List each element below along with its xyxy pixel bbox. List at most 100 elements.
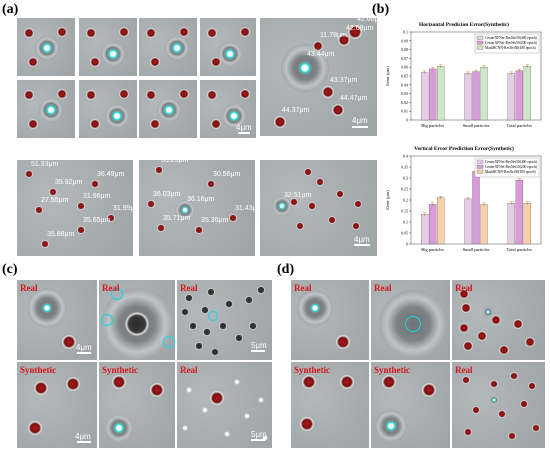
y-tick-label: 0.09 — [401, 38, 408, 43]
legend-swatch — [476, 159, 484, 164]
scale-bar — [238, 132, 250, 134]
particle — [308, 202, 316, 210]
particle-size-label: 36.03μm — [153, 191, 181, 198]
legend-swatch — [476, 40, 484, 45]
particle — [107, 214, 115, 222]
particle — [304, 168, 312, 176]
y-tick-label: 0 — [406, 242, 408, 247]
x-tick-label: Big particles — [421, 247, 444, 252]
particle — [472, 406, 480, 414]
d-tile-1: Real — [291, 280, 369, 360]
x-tick-label: Small particles — [463, 123, 490, 128]
particle — [464, 428, 472, 436]
y-tick-label: 0.15 — [401, 209, 408, 214]
scale-text: 5μm — [251, 430, 267, 439]
microscopy-bottom-tile-1: 51.93μm 35.92μm 36.49μm 27.55μm 31.96μm 31.99… — [17, 160, 133, 256]
particle — [40, 41, 54, 55]
microscopy-bottom-tile-3: 32.51μm 4μm — [260, 160, 377, 256]
particle — [207, 28, 217, 38]
d-tile-3: Real — [452, 280, 545, 360]
scale-bar — [251, 439, 265, 441]
particle-size-label: 35.92μm — [55, 179, 83, 186]
particle — [508, 432, 516, 440]
bar — [480, 204, 488, 245]
particle-size-label: 35.65μm — [83, 217, 111, 224]
c-tile-5: Synthetic — [99, 362, 175, 448]
microscopy-small-tile: 4μm — [200, 80, 256, 138]
d-tile-4: Synthetic — [291, 362, 369, 448]
particle — [258, 397, 264, 403]
particle — [532, 424, 540, 432]
particle — [249, 322, 257, 330]
particle — [180, 205, 190, 215]
particle — [274, 116, 286, 128]
bar — [507, 73, 515, 121]
y-tick-label: 0.3 — [403, 176, 408, 181]
particle — [309, 302, 321, 314]
legend-entry: CenterXFNet-ResNet50(200 epoch) — [485, 41, 538, 45]
legend-swatch — [476, 35, 484, 40]
particle — [382, 375, 396, 389]
legend-swatch — [476, 169, 484, 174]
chart-horizontal-error: Horizontal Predicion Error(Synthetic) 0 0.… — [383, 18, 545, 136]
panel-label-b: (b) — [372, 2, 390, 17]
label-real: Real — [374, 283, 392, 293]
particle — [150, 119, 160, 129]
y-axis-label: Error (μm) — [385, 66, 390, 86]
label-real: Real — [455, 283, 473, 293]
particle — [86, 90, 96, 100]
c-tile-6: Real 5μm — [177, 362, 272, 448]
particle — [354, 200, 362, 208]
particle — [201, 306, 209, 314]
particle — [245, 296, 253, 304]
particle — [229, 214, 237, 222]
label-real: Real — [294, 283, 312, 293]
particle — [125, 312, 149, 336]
particle — [90, 57, 100, 67]
particle-size-label: 44.37μm — [282, 107, 310, 114]
particle — [352, 222, 360, 230]
particle-size-label: 43.37μm — [330, 77, 358, 84]
particle — [203, 328, 211, 336]
particle — [186, 387, 192, 393]
particle — [240, 89, 250, 99]
legend-entry: MaskRCNN-ResNet50(200 epoch) — [485, 46, 536, 50]
y-tick-label: 0.06 — [401, 65, 408, 70]
legend-entry: CenterXFNet-ResNet50(400 epoch) — [485, 36, 538, 40]
legend-entry: MaskRCNN-ResNet50(200 epoch) — [485, 170, 536, 174]
particle — [77, 202, 85, 210]
scale-bar — [354, 244, 370, 246]
particle — [328, 216, 336, 224]
particle — [520, 400, 528, 408]
legend-swatch — [476, 45, 484, 50]
particle-size-label: 35.88μm — [47, 231, 75, 238]
particle — [182, 425, 188, 431]
label-synthetic: Synthetic — [294, 365, 330, 375]
particle — [91, 180, 99, 188]
particle — [77, 226, 85, 234]
bar — [515, 180, 523, 245]
particle — [62, 335, 76, 349]
particle — [297, 60, 313, 76]
particle-size-label: 44.47μm — [340, 95, 368, 102]
panel-label-c: (c) — [2, 262, 18, 277]
particle — [340, 375, 354, 389]
particle — [207, 288, 215, 296]
scale-text: 4μm — [236, 123, 252, 132]
y-tick-label: 0 — [406, 118, 408, 123]
particle — [491, 397, 497, 403]
particle — [211, 119, 221, 129]
particle — [34, 381, 48, 395]
particle — [57, 89, 67, 99]
particle — [210, 391, 224, 405]
particle — [302, 375, 316, 389]
particle — [485, 309, 491, 315]
particle — [498, 410, 506, 418]
d-tile-5: Synthetic — [371, 362, 450, 448]
particle — [227, 109, 241, 123]
particle — [150, 383, 164, 397]
particle — [459, 289, 469, 299]
microscopy-small-tile — [200, 18, 256, 76]
microscopy-small-tile — [17, 80, 75, 138]
bar — [472, 171, 480, 245]
